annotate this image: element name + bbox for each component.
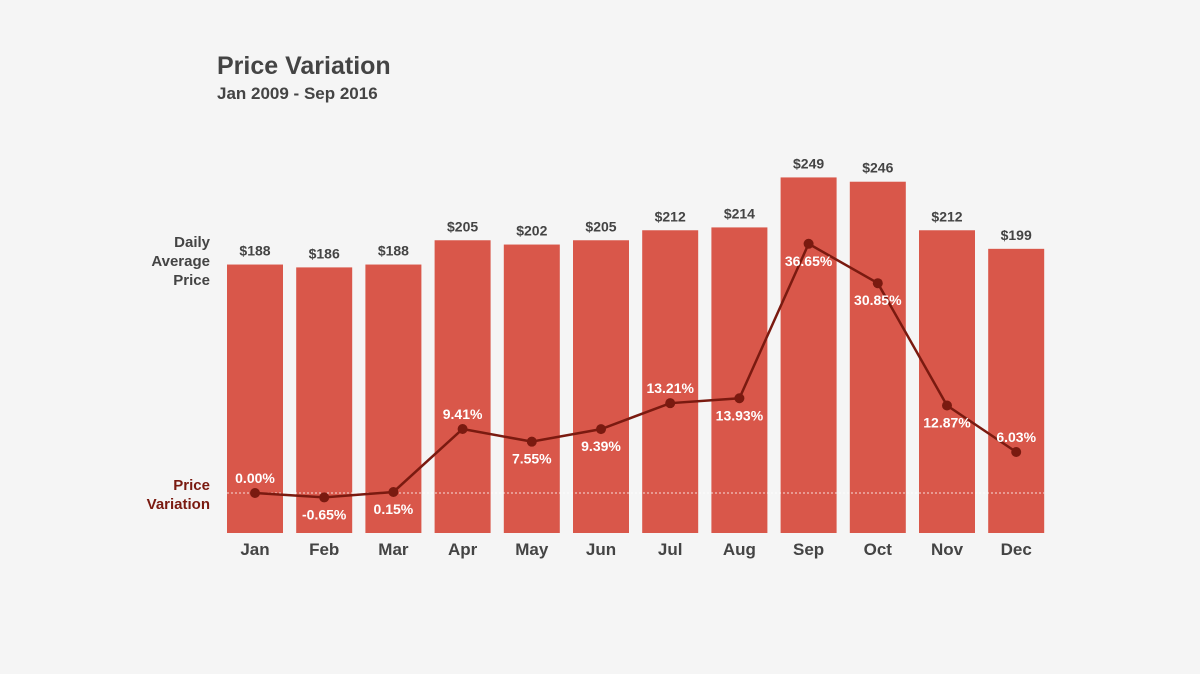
bar-axis-label: Daily Average Price xyxy=(151,233,210,290)
x-tick-label: Aug xyxy=(723,540,756,559)
variation-point xyxy=(734,393,745,404)
variation-label: 7.55% xyxy=(512,451,552,467)
x-tick-label: Dec xyxy=(1001,540,1032,559)
x-tick-label: Feb xyxy=(309,540,339,559)
x-tick-label: Sep xyxy=(793,540,824,559)
variation-label: 12.87% xyxy=(923,414,971,430)
x-tick-label: Jan xyxy=(240,540,269,559)
bar-value-label: $246 xyxy=(862,160,893,176)
chart-title: Price Variation xyxy=(217,52,391,80)
bar-value-label: $202 xyxy=(516,223,547,239)
x-tick-label: Jul xyxy=(658,540,683,559)
x-tick-label: Apr xyxy=(448,540,478,559)
bar-value-label: $205 xyxy=(447,218,478,234)
variation-label: 0.00% xyxy=(235,470,275,486)
variation-label: -0.65% xyxy=(302,506,347,522)
variation-label: 36.65% xyxy=(785,253,833,269)
variation-label: 6.03% xyxy=(996,429,1036,445)
variation-label: 13.93% xyxy=(716,407,764,423)
bar-aug xyxy=(711,227,768,533)
variation-label: 13.21% xyxy=(646,380,694,396)
bar-axis-label-line: Price xyxy=(173,272,210,289)
bar-apr xyxy=(434,240,491,533)
variation-point xyxy=(803,238,814,249)
bar-jun xyxy=(573,240,629,533)
variation-point xyxy=(319,492,330,503)
bar-axis-label-line: Average xyxy=(151,253,210,270)
variation-point xyxy=(942,400,952,411)
bar-value-label: $188 xyxy=(239,243,270,259)
bar-may xyxy=(503,244,560,533)
variation-label: 9.39% xyxy=(581,438,621,454)
bar-nov xyxy=(919,230,975,533)
bar-sep xyxy=(780,177,837,534)
x-tick-label: Mar xyxy=(378,540,409,559)
x-tick-label: Nov xyxy=(931,540,964,559)
variation-point xyxy=(665,398,676,409)
bar-dec xyxy=(988,248,1045,533)
variation-point xyxy=(388,486,399,497)
line-axis-label-line: Price xyxy=(173,477,210,494)
bar-value-label: $205 xyxy=(585,218,616,234)
line-axis-label: Price Variation xyxy=(147,476,210,514)
bar-axis-label-line: Daily xyxy=(174,234,210,251)
variation-line xyxy=(254,242,1017,499)
bar-value-label: $249 xyxy=(793,155,824,171)
variation-point xyxy=(596,424,606,435)
variation-label: 9.41% xyxy=(443,406,483,422)
variation-point xyxy=(457,424,468,435)
variation-label: 30.85% xyxy=(854,292,902,308)
variation-point xyxy=(526,436,537,447)
bar-value-label: $212 xyxy=(655,208,686,224)
bar-value-label: $188 xyxy=(378,243,409,259)
x-tick-label: Jun xyxy=(586,540,616,559)
bar-value-label: $186 xyxy=(309,245,340,261)
line-axis-label-line: Variation xyxy=(146,496,210,513)
x-tick-label: May xyxy=(515,540,549,559)
x-tick-label: Oct xyxy=(864,540,893,559)
bar-oct xyxy=(849,181,906,533)
variation-point xyxy=(1011,446,1022,457)
variation-point xyxy=(872,278,883,289)
bar-jul xyxy=(642,230,699,533)
chart-subtitle: Jan 2009 - Sep 2016 xyxy=(217,84,378,103)
bar-value-label: $212 xyxy=(931,208,962,224)
variation-point xyxy=(250,488,260,498)
bar-feb xyxy=(296,267,353,533)
variation-label: 0.15% xyxy=(374,501,414,517)
bar-value-label: $199 xyxy=(1001,227,1032,243)
bar-value-label: $214 xyxy=(724,205,755,221)
